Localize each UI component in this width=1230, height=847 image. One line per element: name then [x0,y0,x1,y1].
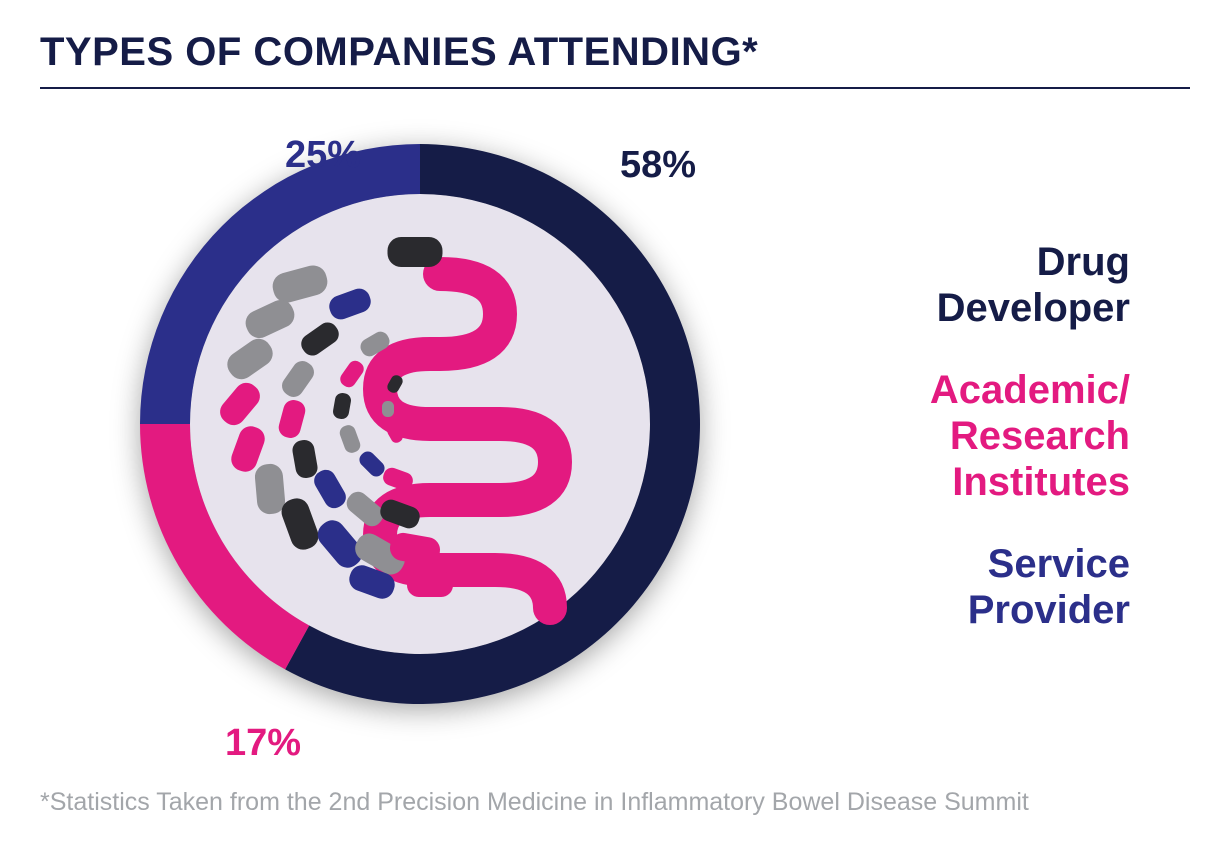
decor-blob [382,401,394,417]
footnote: *Statistics Taken from the 2nd Precision… [40,788,1029,817]
decor-blob [407,571,453,597]
legend-item-1: Academic/ResearchInstitutes [770,367,1130,505]
pct-label-service_provider: 25% [285,134,361,177]
legend-item-0: DrugDeveloper [770,239,1130,331]
pct-label-drug_developer: 58% [620,144,696,187]
donut-chart [140,144,700,704]
decor-blob [254,463,286,515]
donut-svg [140,144,700,704]
page-title: TYPES OF COMPANIES ATTENDING* [40,30,1190,89]
pct-label-academic: 17% [225,722,301,765]
chart-area: 58%25%17% DrugDeveloperAcademic/Research… [40,119,1190,759]
legend-item-2: ServiceProvider [770,541,1130,633]
decor-blob [388,237,443,267]
legend: DrugDeveloper Academic/ResearchInstitutes… [770,239,1130,669]
page-root: TYPES OF COMPANIES ATTENDING* 58%25%17% … [0,0,1230,847]
